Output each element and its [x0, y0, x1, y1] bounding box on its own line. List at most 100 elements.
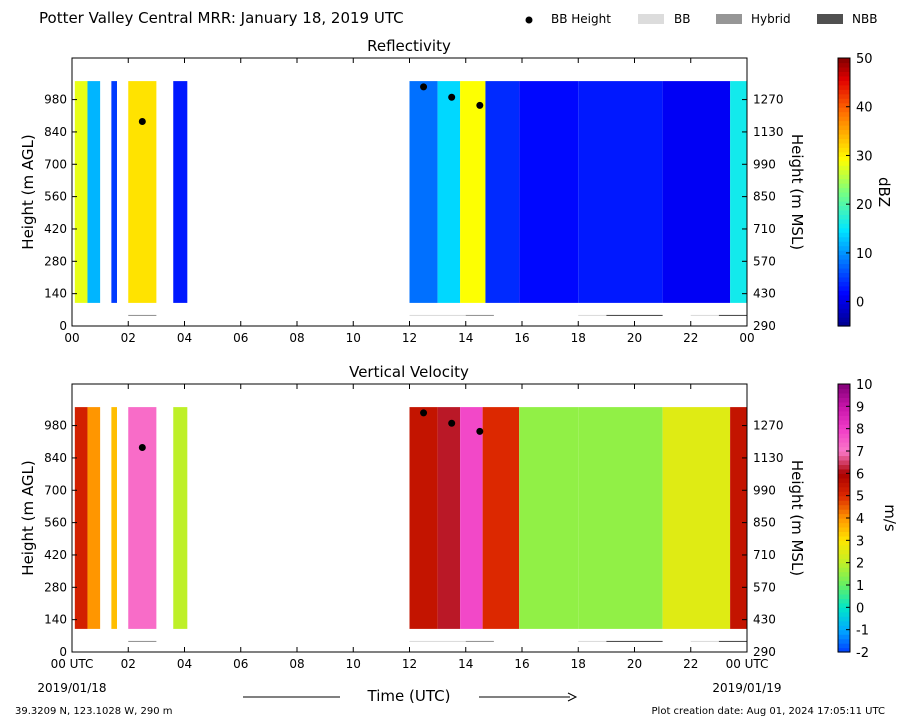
- colorbar-segment: [838, 433, 850, 439]
- data-column: [173, 407, 188, 629]
- data-column: [409, 81, 438, 303]
- legend-bb-height-marker: [525, 16, 533, 24]
- colorbar-segment: [838, 89, 850, 95]
- colorbar-segment: [838, 147, 850, 153]
- colorbar-segment: [838, 446, 850, 452]
- reflectivity-ylabel: Height (m AGL): [19, 134, 37, 249]
- y2-tick-label: 1270: [753, 419, 784, 433]
- colorbar-tick-label: 4: [856, 512, 864, 527]
- colorbar-segment: [838, 437, 850, 443]
- colorbar-segment: [838, 151, 850, 157]
- reflectivity-title: Reflectivity: [367, 37, 451, 55]
- y-tick-label: 420: [44, 548, 67, 562]
- colorbar-segment: [838, 75, 850, 81]
- y2-tick-label: 430: [753, 287, 776, 301]
- data-column: [730, 81, 747, 303]
- legend-bb-swatch: [638, 14, 664, 24]
- colorbar-segment: [838, 406, 850, 412]
- x-tick-label: 02: [121, 657, 136, 671]
- velocity-plot-area: [74, 407, 747, 642]
- legend-item-nbb: NBB: [817, 12, 877, 26]
- colorbar-tick-label: 0: [856, 601, 864, 616]
- legend-item-hybrid: Hybrid: [716, 12, 791, 26]
- colorbar-segment: [838, 93, 850, 99]
- colorbar-segment: [838, 589, 850, 595]
- colorbar-tick-label: 10: [856, 378, 873, 393]
- colorbar-segment: [838, 125, 850, 131]
- colorbar-segment: [838, 571, 850, 577]
- legend-bb-height-label: BB Height: [551, 12, 611, 26]
- colorbar-segment: [838, 120, 850, 126]
- colorbar-segment: [838, 285, 850, 291]
- x-tick-label: 14: [458, 657, 473, 671]
- bb-height-point: [138, 118, 146, 126]
- colorbar-segment: [838, 156, 850, 162]
- colorbar-segment: [838, 638, 850, 644]
- data-column: [485, 81, 520, 303]
- location-label: 39.3209 N, 123.1028 W, 290 m: [15, 706, 173, 717]
- y2-tick-label: 1270: [753, 93, 784, 107]
- colorbar-segment: [838, 192, 850, 198]
- colorbar-segment: [838, 165, 850, 171]
- y-tick-label: 420: [44, 222, 67, 236]
- colorbar-tick-label: 2: [856, 557, 864, 572]
- colorbar-segment: [838, 263, 850, 269]
- data-column: [519, 81, 579, 303]
- colorbar-segment: [838, 616, 850, 622]
- time-arrow-head: [567, 692, 578, 702]
- colorbar-segment: [838, 245, 850, 251]
- x-tick-label: 00: [739, 331, 754, 345]
- legend: BB Height BB Hybrid NBB: [525, 12, 877, 26]
- reflectivity-y2label: Height (m MSL): [788, 134, 806, 250]
- colorbar-tick-label: 40: [856, 101, 873, 116]
- colorbar-segment: [838, 518, 850, 524]
- colorbar-segment: [838, 102, 850, 108]
- data-column: [74, 407, 88, 629]
- colorbar-segment: [838, 178, 850, 184]
- colorbar-segment: [838, 602, 850, 608]
- y2-tick-label: 1130: [753, 125, 784, 139]
- legend-nbb-label: NBB: [852, 12, 877, 26]
- colorbar-tick-label: 6: [856, 467, 864, 482]
- data-column: [519, 407, 579, 629]
- data-column: [111, 407, 117, 629]
- y2-tick-label: 570: [753, 580, 776, 594]
- y-tick-label: 280: [44, 254, 67, 268]
- colorbar-segment: [838, 477, 850, 483]
- colorbar-segment: [838, 142, 850, 148]
- colorbar-segment: [838, 281, 850, 287]
- colorbar-segment: [838, 549, 850, 555]
- colorbar-segment: [838, 522, 850, 528]
- colorbar-segment: [838, 585, 850, 591]
- colorbar-segment: [838, 647, 850, 653]
- colorbar-segment: [838, 384, 850, 390]
- colorbar-segment: [838, 464, 850, 470]
- bb-type-segment: [718, 314, 747, 316]
- colorbar-frame: [837, 57, 851, 327]
- colorbar-segment: [838, 473, 850, 479]
- x-tick-label: 06: [233, 657, 248, 671]
- bb-type-segment: [690, 314, 719, 316]
- y-tick-label: 700: [44, 483, 67, 497]
- figure-title: Potter Valley Central MRR: January 18, 2…: [39, 9, 404, 27]
- x-tick-label: 00 UTC: [51, 657, 94, 671]
- colorbar-segment: [838, 241, 850, 247]
- end-date-label: 2019/01/19: [712, 681, 781, 695]
- x-tick-label: 20: [627, 331, 642, 345]
- colorbar-segment: [838, 629, 850, 635]
- reflectivity-plot-area: [74, 81, 747, 316]
- colorbar-segment: [838, 468, 850, 474]
- y-tick-label: 840: [44, 451, 67, 465]
- y2-tick-label: 850: [753, 516, 776, 530]
- colorbar-segment: [838, 111, 850, 117]
- colorbar-segment: [838, 129, 850, 135]
- data-column: [460, 407, 483, 629]
- colorbar-segment: [838, 593, 850, 599]
- colorbar-segment: [838, 299, 850, 305]
- colorbar-segment: [838, 491, 850, 497]
- colorbar-segment: [838, 267, 850, 273]
- data-column: [128, 81, 157, 303]
- data-column: [128, 407, 157, 629]
- x-tick-label: 20: [627, 657, 642, 671]
- x-tick-label: 22: [683, 331, 698, 345]
